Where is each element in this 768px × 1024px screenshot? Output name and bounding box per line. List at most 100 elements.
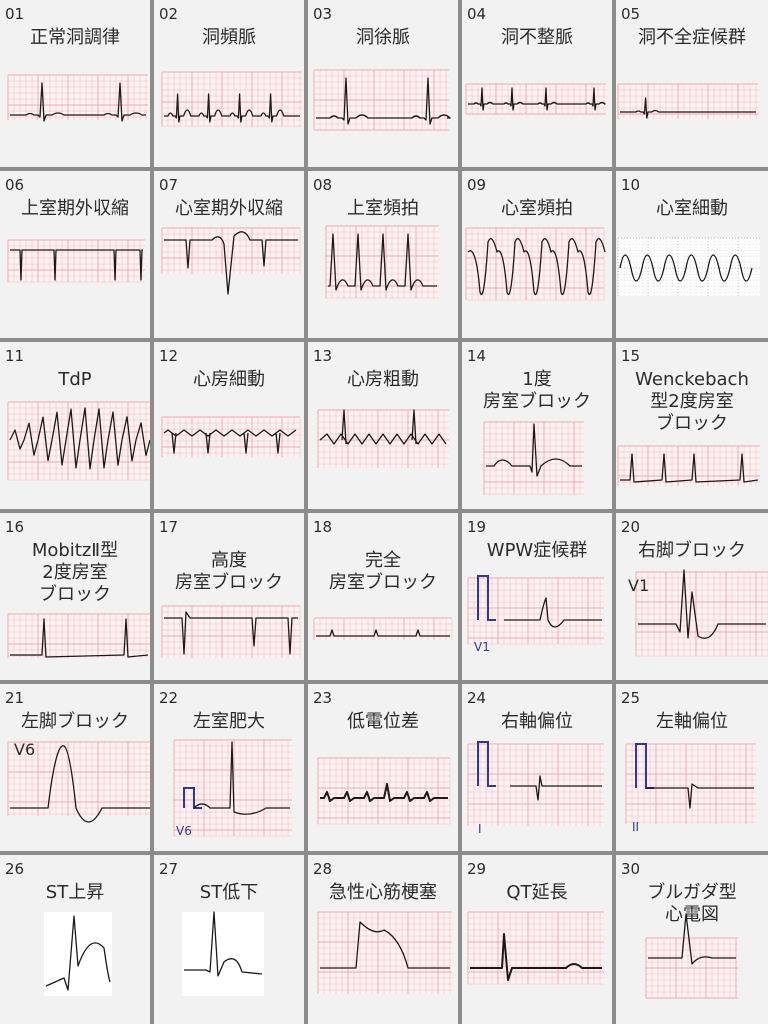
ecg-strip: [7, 741, 150, 823]
ecg-cell-14: 14 1度 房室ブロック: [462, 342, 612, 509]
cell-number: 13: [313, 347, 333, 365]
ecg-cell-29: 29 QT延長: [462, 855, 612, 1024]
ecg-trace: [510, 775, 602, 801]
ecg-strip: [317, 757, 451, 825]
ecg-cell-19: 19 WPW症候群 V1: [462, 513, 612, 680]
ecg-strip: [617, 83, 758, 119]
ecg-trace: [619, 254, 753, 282]
cell-number: 03: [313, 5, 333, 23]
cell-number: 08: [313, 176, 333, 194]
cell-title: Wenckebach 型2度房室 ブロック: [635, 369, 749, 434]
ecg-strip: [44, 912, 112, 996]
ecg-strip: [161, 605, 301, 658]
ecg-cell-20: 20 右脚ブロック V1: [616, 513, 768, 680]
ecg-paper: [468, 578, 604, 644]
ecg-strip: [635, 569, 768, 657]
ecg-trace: [320, 921, 450, 969]
ecg-cell-15: 15 Wenckebach 型2度房室 ブロック: [616, 342, 768, 509]
ecg-paper: [318, 912, 452, 994]
cell-title: 低電位差: [347, 711, 419, 732]
ecg-cell-30: 30 ブルガダ型 心電図: [616, 855, 768, 1024]
lead-label: V1: [474, 640, 490, 654]
cell-title: 1度 房室ブロック: [483, 369, 591, 412]
cell-title: ST上昇: [45, 882, 105, 903]
ecg-trace: [646, 783, 754, 809]
ecg-trace: [316, 77, 451, 125]
lead-label: II: [632, 820, 640, 834]
cell-number: 16: [5, 518, 25, 536]
cell-number: 11: [5, 347, 25, 365]
cell-title: 右軸偏位: [501, 711, 573, 732]
ecg-paper: [314, 618, 452, 640]
ecg-strip: [465, 83, 606, 115]
ecg-trace: [10, 618, 149, 658]
ecg-paper: [182, 912, 264, 996]
ecg-strip: [182, 911, 264, 996]
cell-title: MobitzⅡ型 2度房室 ブロック: [31, 540, 119, 605]
ecg-cell-24: 24 右軸偏位 I: [462, 684, 612, 851]
ecg-strip: [7, 401, 150, 481]
lead-label: I: [478, 822, 482, 836]
ecg-strip: [465, 227, 606, 301]
ecg-paper: [8, 614, 150, 658]
ecg-paper: [44, 912, 112, 996]
cell-title: 洞頻脈: [202, 27, 256, 48]
ecg-trace: [10, 745, 150, 823]
ecg-paper: [8, 240, 145, 282]
ecg-cell-22: 22 左室肥大 V6: [154, 684, 304, 851]
ecg-trace: [467, 238, 606, 296]
ecg-strip: [313, 617, 453, 640]
ecg-trace: [638, 569, 766, 639]
ecg-cell-11: 11 TdP: [0, 342, 150, 509]
cell-number: 15: [621, 347, 641, 365]
lead-label: V1: [628, 576, 650, 595]
cell-number: 04: [467, 5, 487, 23]
ecg-trace: [45, 915, 111, 991]
ecg-trace: [504, 597, 602, 628]
cell-title: 心室細動: [656, 198, 728, 219]
cell-title: 洞不全症候群: [638, 27, 746, 48]
ecg-paper: [162, 72, 302, 127]
ecg-trace: [320, 783, 448, 802]
ecg-strip: [161, 71, 302, 127]
ecg-cell-17: 17 高度 房室ブロック: [154, 513, 304, 680]
ecg-strip: [617, 445, 760, 486]
cell-title: 心室頻拍: [501, 198, 573, 219]
ecg-trace: [184, 911, 263, 977]
cell-number: 17: [159, 518, 179, 536]
ecg-cell-23: 23 低電位差: [308, 684, 458, 851]
ecg-cell-07: 07 心室期外収縮: [154, 171, 304, 338]
ecg-strip: [7, 74, 148, 122]
ecg-trace: [10, 249, 143, 281]
ecg-strip: [467, 575, 604, 645]
cell-title: WPW症候群: [486, 540, 588, 561]
ecg-strip: [625, 743, 756, 824]
calibration-pulse: [477, 575, 496, 621]
ecg-strip: [161, 227, 301, 295]
ecg-cell-13: 13 心房粗動: [308, 342, 458, 509]
cell-title: 上室頻拍: [347, 198, 419, 219]
cell-title: 急性心筋梗塞: [329, 882, 437, 903]
cell-number: 22: [159, 689, 179, 707]
ecg-strip: [317, 911, 452, 994]
ecg-trace: [163, 429, 297, 454]
ecg-cell-18: 18 完全 房室ブロック: [308, 513, 458, 680]
ecg-paper: [626, 744, 756, 824]
ecg-paper: [466, 84, 606, 114]
cell-title: 左脚ブロック: [21, 711, 129, 732]
ecg-trace: [319, 409, 447, 445]
ecg-cell-25: 25 左軸偏位 II: [616, 684, 768, 851]
ecg-strip: [317, 409, 449, 468]
lead-label: V6: [176, 824, 192, 838]
ecg-trace: [620, 453, 759, 483]
cell-number: 14: [467, 347, 487, 365]
ecg-strip: [483, 421, 584, 495]
cell-number: 20: [621, 518, 641, 536]
ecg-paper: [8, 402, 150, 480]
ecg-cell-01: 01 正常洞調律: [0, 0, 150, 167]
cell-number: 21: [5, 689, 25, 707]
cell-title: ブルガダ型 心電図: [647, 882, 737, 925]
ecg-paper: [618, 238, 760, 296]
ecg-cell-12: 12 心房細動: [154, 342, 304, 509]
